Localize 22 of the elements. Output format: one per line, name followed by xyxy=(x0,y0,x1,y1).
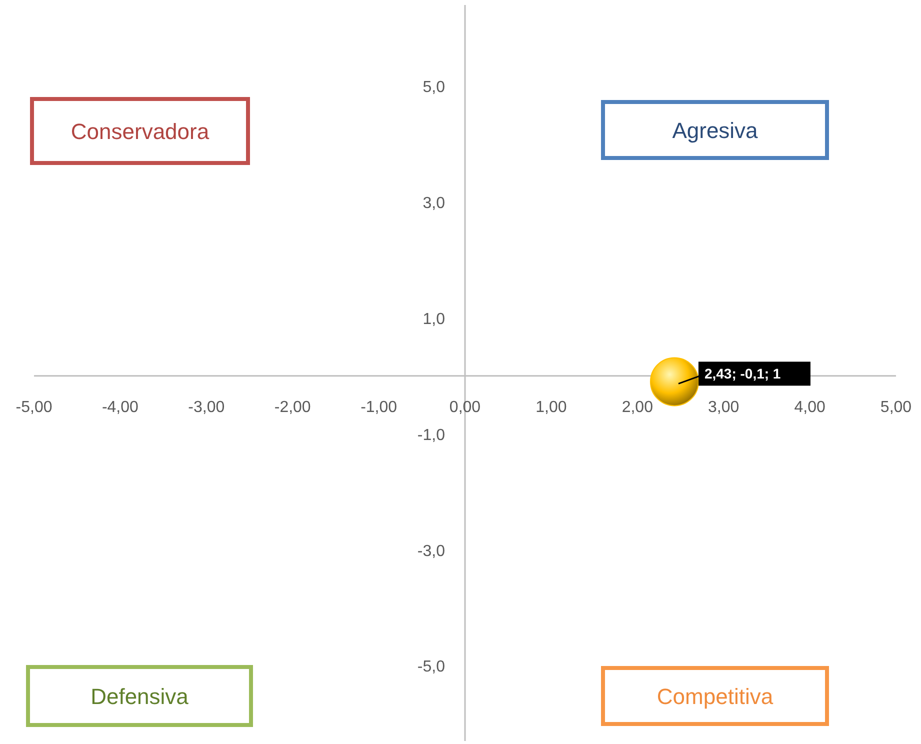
x-tick-label: 0,00 xyxy=(449,398,481,416)
x-tick-label: 3,00 xyxy=(708,398,740,416)
x-tick-label: 1,00 xyxy=(536,398,567,416)
x-tick-label: 4,00 xyxy=(794,398,826,416)
y-tick-label: -5,0 xyxy=(417,658,446,676)
annotation: Competitiva xyxy=(656,684,774,709)
y-tick-label: 5,0 xyxy=(422,79,446,96)
annotation: Defensiva xyxy=(90,684,190,709)
x-tick-label: -1,00 xyxy=(360,398,398,416)
x-tick-label: -5,00 xyxy=(16,398,52,416)
y-tick-label: 3,0 xyxy=(422,195,446,212)
x-tick-label: -3,00 xyxy=(188,398,225,416)
y-tick-label: 1,0 xyxy=(422,310,446,328)
x-tick-label: -4,00 xyxy=(102,398,139,416)
data-label: 2,43; -0,1; 1 xyxy=(704,366,781,382)
x-tick-label: -2,00 xyxy=(274,398,311,416)
x-tick-label: 2,00 xyxy=(622,398,654,416)
annotation: Conservadora xyxy=(70,119,210,144)
annotation: Agresiva xyxy=(672,118,759,143)
y-tick-label: -1,0 xyxy=(417,426,446,444)
x-tick-label: 5,00 xyxy=(880,398,912,416)
y-tick-label: -3,0 xyxy=(417,542,446,560)
